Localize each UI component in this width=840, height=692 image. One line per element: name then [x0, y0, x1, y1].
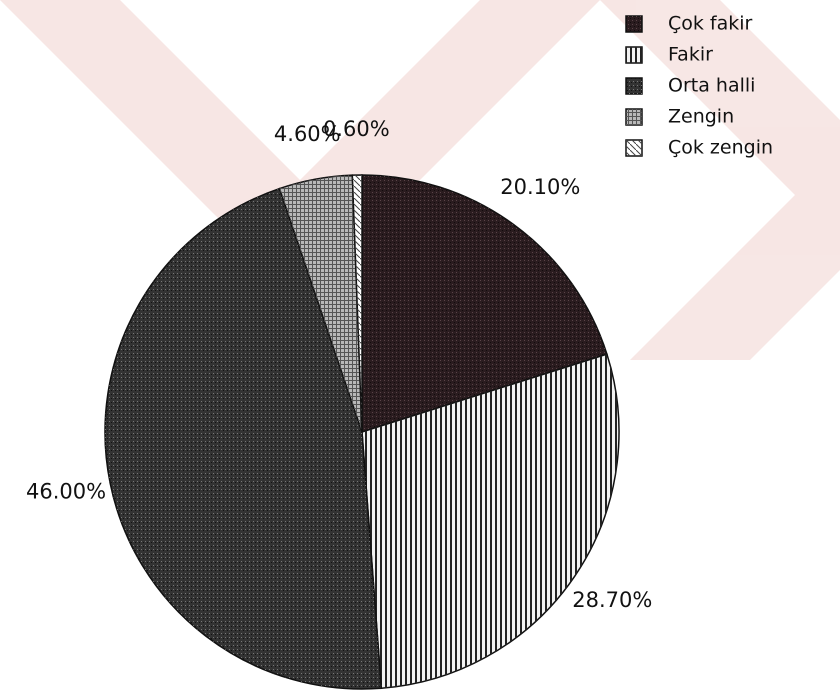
- slice-texture: [352, 175, 362, 432]
- slice-texture: [362, 354, 620, 689]
- legend-swatch-texture: [626, 78, 642, 94]
- data-label: 46.00%: [26, 479, 106, 503]
- legend-label: Zengin: [668, 106, 734, 128]
- pie: 20.10% 28.70% 46.00% 4.60%0.60%: [26, 117, 652, 690]
- legend-swatch-texture: [626, 109, 642, 125]
- slice-texture: [279, 175, 362, 432]
- legend-label: Çok zengin: [668, 137, 773, 159]
- data-label: 28.70%: [572, 588, 652, 612]
- data-label: 4.60%: [274, 122, 341, 146]
- legend-label: Çok fakir: [668, 13, 753, 35]
- data-label: 0.60%: [323, 117, 390, 141]
- slice-texture: [104, 188, 382, 689]
- legend: Çok fakir Fakir Orta halli Zengin Çok zengin: [625, 13, 773, 159]
- legend-label: Fakir: [668, 44, 713, 66]
- legend-swatch-texture: [626, 16, 642, 32]
- legend-swatch-texture: [626, 140, 642, 156]
- slice-texture: [362, 175, 607, 432]
- legend-label: Orta halli: [668, 75, 755, 97]
- data-label: 20.10%: [500, 175, 580, 199]
- legend-swatch-texture: [626, 47, 642, 63]
